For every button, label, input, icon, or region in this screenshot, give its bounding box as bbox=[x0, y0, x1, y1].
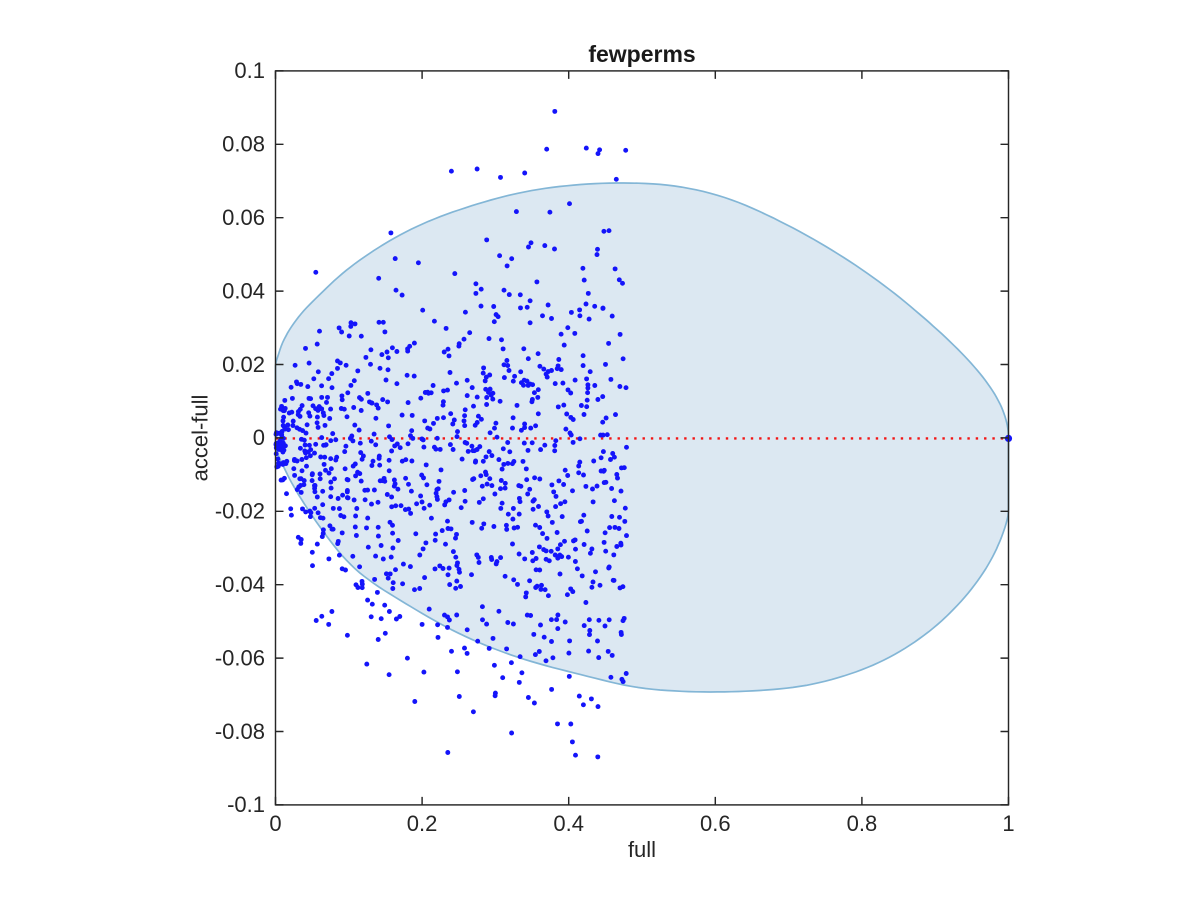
svg-text:0.06: 0.06 bbox=[222, 205, 265, 230]
svg-text:-0.1: -0.1 bbox=[227, 792, 265, 817]
svg-text:0.8: 0.8 bbox=[847, 811, 878, 836]
svg-text:0: 0 bbox=[269, 811, 281, 836]
svg-text:0.04: 0.04 bbox=[222, 278, 265, 303]
svg-text:0.2: 0.2 bbox=[407, 811, 438, 836]
svg-text:full: full bbox=[628, 837, 656, 862]
svg-text:-0.08: -0.08 bbox=[215, 719, 265, 744]
svg-text:0.4: 0.4 bbox=[553, 811, 584, 836]
svg-text:fewperms: fewperms bbox=[588, 41, 695, 67]
svg-text:0.6: 0.6 bbox=[700, 811, 731, 836]
svg-text:-0.06: -0.06 bbox=[215, 645, 265, 670]
svg-text:-0.04: -0.04 bbox=[215, 572, 265, 597]
svg-text:accel-full: accel-full bbox=[188, 395, 213, 482]
svg-text:0.02: 0.02 bbox=[222, 352, 265, 377]
svg-text:1: 1 bbox=[1002, 811, 1014, 836]
svg-text:0.1: 0.1 bbox=[234, 58, 265, 83]
svg-text:-0.02: -0.02 bbox=[215, 499, 265, 524]
svg-text:0: 0 bbox=[253, 425, 265, 450]
svg-text:0.08: 0.08 bbox=[222, 132, 265, 157]
